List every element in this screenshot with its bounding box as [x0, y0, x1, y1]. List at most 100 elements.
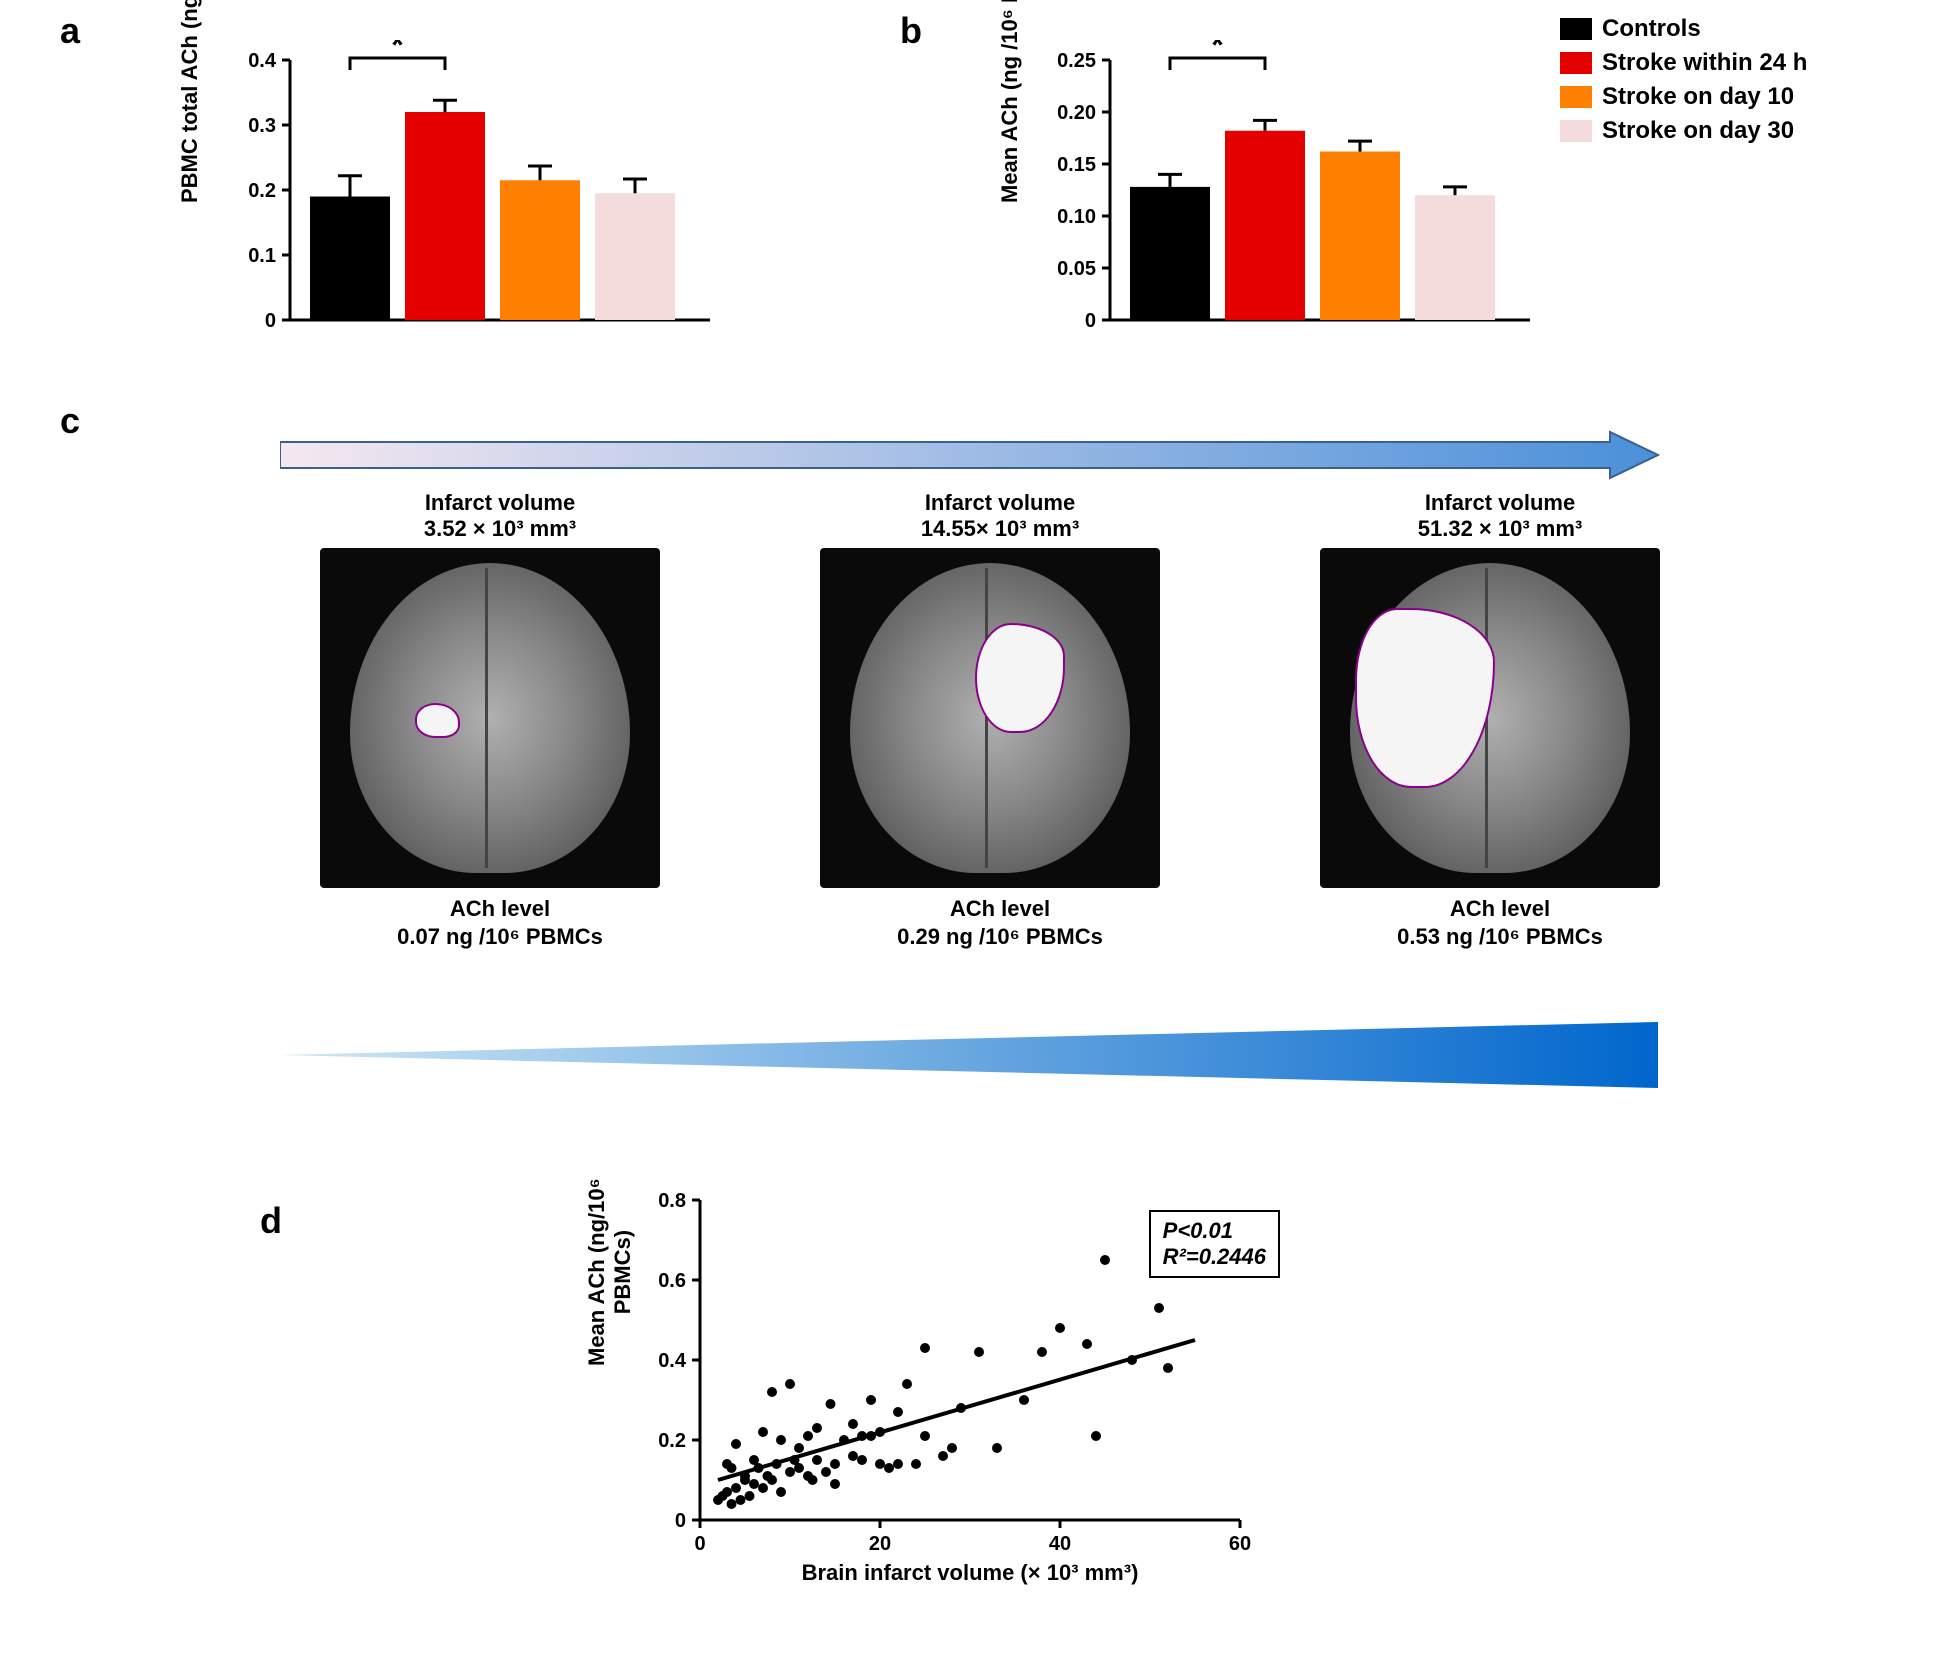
scatter-point [749, 1479, 759, 1489]
infarct-volume-value: 3.52 × 10³ mm³ [320, 516, 680, 542]
scatter-point [911, 1459, 921, 1469]
bar [1130, 187, 1210, 320]
svg-text:0.05: 0.05 [1057, 258, 1096, 280]
panel-a-label: a [60, 10, 80, 52]
svg-text:0: 0 [265, 310, 276, 332]
legend-label: Stroke on day 30 [1602, 117, 1794, 145]
svg-text:60: 60 [1229, 1533, 1251, 1555]
ach-level-label: ACh level [1320, 896, 1680, 922]
y-axis-label: Mean ACh (ng /10⁶ PBMCs) [997, 0, 1023, 203]
brain-panel: Infarct volume 14.55× 10³ mm³ ACh level … [820, 490, 1180, 950]
svg-text:20: 20 [869, 1533, 891, 1555]
r-squared: R²=0.2446 [1163, 1244, 1266, 1270]
scatter-point [893, 1459, 903, 1469]
scatter-point [974, 1347, 984, 1357]
scatter-point [794, 1443, 804, 1453]
svg-text:0: 0 [694, 1533, 705, 1555]
scatter-point [857, 1455, 867, 1465]
svg-text:*: * [391, 40, 404, 63]
scatter-point [794, 1463, 804, 1473]
scatter-point [1163, 1363, 1173, 1373]
scatter-point [992, 1443, 1002, 1453]
x-axis-label: Brain infarct volume (× 10³ mm³) [802, 1560, 1139, 1585]
svg-text:0.20: 0.20 [1057, 102, 1096, 124]
bar [1225, 131, 1305, 320]
legend-swatch [1560, 120, 1592, 142]
svg-text:*: * [1211, 40, 1224, 63]
panel-c-label: c [60, 400, 80, 442]
scatter-point [826, 1399, 836, 1409]
svg-text:0.4: 0.4 [658, 1350, 687, 1372]
infarct-volume-value: 51.32 × 10³ mm³ [1320, 516, 1680, 542]
scatter-point [727, 1499, 737, 1509]
scatter-point [808, 1475, 818, 1485]
infarct-volume-label: Infarct volume [320, 490, 680, 516]
brain-panel: Infarct volume 51.32 × 10³ mm³ ACh level… [1320, 490, 1680, 950]
scatter-point [776, 1487, 786, 1497]
scatter-point [1037, 1347, 1047, 1357]
scatter-point [785, 1467, 795, 1477]
svg-text:40: 40 [1049, 1533, 1071, 1555]
y-axis-label: Mean ACh (ng/10⁶ PBMCs) [584, 1178, 636, 1366]
legend: ControlsStroke within 24 hStroke on day … [1560, 15, 1807, 151]
panel-d-label: d [260, 1200, 282, 1242]
ach-level-value: 0.07 ng /10⁶ PBMCs [320, 924, 680, 950]
scatter-point [731, 1483, 741, 1493]
bar [595, 193, 675, 320]
scatter-point [1154, 1303, 1164, 1313]
svg-text:0.4: 0.4 [248, 50, 277, 72]
scatter-point [745, 1491, 755, 1501]
scatter-point [736, 1495, 746, 1505]
svg-text:0.8: 0.8 [658, 1190, 686, 1212]
infarct-volume-label: Infarct volume [820, 490, 1180, 516]
scatter-point [776, 1435, 786, 1445]
scatter-point [722, 1487, 732, 1497]
scatter-point [884, 1463, 894, 1473]
scatter-point [1100, 1255, 1110, 1265]
scatter-point [938, 1451, 948, 1461]
legend-swatch [1560, 86, 1592, 108]
scatter-point [848, 1451, 858, 1461]
legend-label: Stroke within 24 h [1602, 49, 1807, 77]
scatter-point [920, 1431, 930, 1441]
scatter-point [875, 1459, 885, 1469]
bar [310, 197, 390, 321]
p-value: P<0.01 [1163, 1218, 1266, 1244]
panel-c-arrow [280, 430, 1660, 480]
svg-text:0.10: 0.10 [1057, 206, 1096, 228]
svg-text:0.6: 0.6 [658, 1270, 686, 1292]
scatter-point [893, 1407, 903, 1417]
ach-level-label: ACh level [820, 896, 1180, 922]
panel-b-chart: 00.050.100.150.200.25*Mean ACh (ng /10⁶ … [1020, 40, 1480, 390]
legend-swatch [1560, 18, 1592, 40]
ach-level-label: ACh level [320, 896, 680, 922]
svg-text:0.1: 0.1 [248, 245, 276, 267]
panel-a-chart: 00.10.20.30.4*PBMC total ACh (ng/ml) [200, 40, 660, 390]
panel-d-chart: 00.20.40.60.80204060Brain infarct volume… [600, 1180, 1300, 1610]
scatter-point [812, 1455, 822, 1465]
ach-level-value: 0.53 ng /10⁶ PBMCs [1320, 924, 1680, 950]
regression-line [718, 1340, 1195, 1480]
scatter-point [758, 1483, 768, 1493]
scatter-point [830, 1459, 840, 1469]
legend-label: Stroke on day 10 [1602, 83, 1794, 111]
scatter-point [920, 1343, 930, 1353]
infarct-volume-label: Infarct volume [1320, 490, 1680, 516]
svg-text:0: 0 [1085, 310, 1096, 332]
panel-b-label: b [900, 10, 922, 52]
scatter-point [812, 1423, 822, 1433]
svg-text:0.2: 0.2 [658, 1430, 686, 1452]
infarct-volume-value: 14.55× 10³ mm³ [820, 516, 1180, 542]
brain-mri-image [320, 548, 660, 888]
scatter-point [947, 1443, 957, 1453]
scatter-point [731, 1439, 741, 1449]
bar [1415, 195, 1495, 320]
bar [1320, 152, 1400, 320]
panel-c-triangle [280, 1020, 1660, 1090]
bar [500, 180, 580, 320]
scatter-point [866, 1395, 876, 1405]
scatter-point [758, 1427, 768, 1437]
svg-text:0.15: 0.15 [1057, 154, 1096, 176]
scatter-point [1055, 1323, 1065, 1333]
scatter-point [1091, 1431, 1101, 1441]
